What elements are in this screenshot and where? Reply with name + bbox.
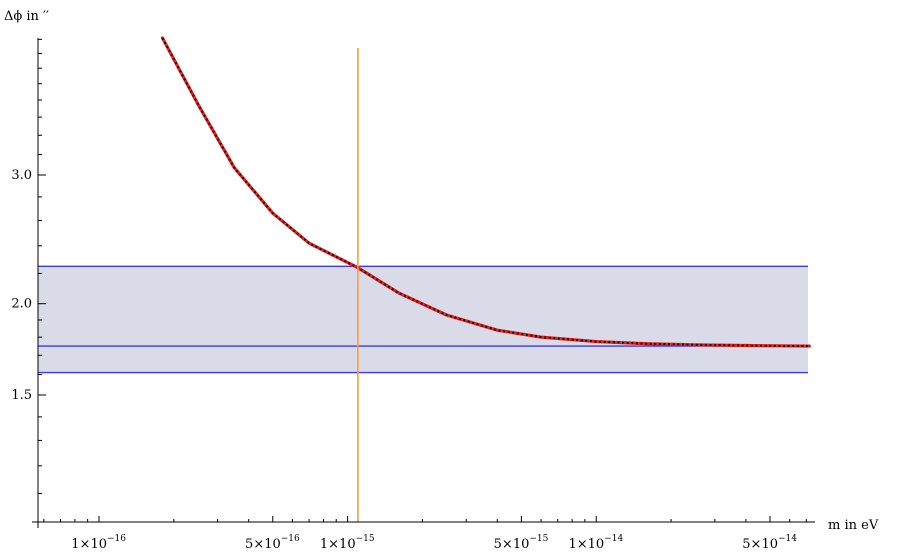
x-tick-exponent: −15 [356,534,375,544]
band-fill [38,266,808,373]
x-tick-label: 5×10 [245,537,281,552]
x-tick-label: 5×10 [742,537,778,552]
y-tick-label: 3.0 [11,168,32,183]
x-tick-label: 1×10 [320,537,356,552]
x-tick-exponent: −14 [604,534,623,544]
x-axis-label: m in eV [828,518,879,533]
x-tick-label: 5×10 [494,537,530,552]
x-tick-exponent: −16 [107,534,126,544]
x-tick-label: 1×10 [71,537,107,552]
y-tick-label: 1.5 [11,388,32,403]
x-tick-exponent: −14 [778,534,797,544]
y-ticks: 1.5 2.0 3.0 [11,38,46,494]
x-tick-label: 1×10 [569,537,605,552]
series-dotted-overlay-0 [161,37,810,348]
uncertainty-band [38,265,808,374]
x-tick-exponent: −16 [281,534,300,544]
x-ticks: 1×10 −16 5×10 −16 1×10 −15 5×10 −15 1×10 −14 5×10−… [43,516,807,552]
axes [32,38,815,528]
x-tick-exponent: −15 [529,534,548,544]
data-series [160,36,811,348]
y-axis-label: Δϕ in ′′ [4,9,49,24]
y-tick-label: 2.0 [11,297,32,312]
